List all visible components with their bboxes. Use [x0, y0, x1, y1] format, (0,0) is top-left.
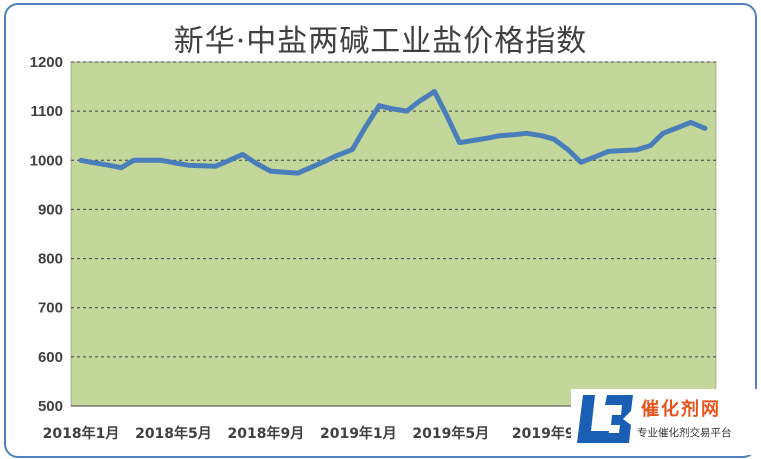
x-tick-label: 2018年9月 — [228, 425, 305, 442]
plot-area — [70, 61, 717, 407]
l3-logo-icon — [577, 395, 633, 443]
x-tick-label: 2019年9 — [512, 425, 575, 442]
x-tick-label: 2019年5月 — [412, 425, 489, 442]
y-tick-label: 1100 — [30, 103, 63, 120]
x-tick-label: 2019年1月 — [320, 425, 397, 442]
y-tick-label: 600 — [38, 349, 63, 366]
y-tick-label: 800 — [38, 251, 63, 268]
y-tick-label: 1000 — [30, 152, 63, 169]
x-tick-label: 2018年5月 — [135, 425, 212, 442]
watermark-tagline: 专业催化剂交易平台 — [637, 427, 732, 439]
chart-title: 新华·中盐两碱工业盐价格指数 — [173, 24, 588, 59]
y-tick-label: 900 — [38, 201, 63, 218]
watermark: 催化剂网 专业催化剂交易平台 — [571, 389, 761, 455]
x-tick-label: 2018年1月 — [43, 425, 120, 442]
y-tick-label: 500 — [38, 398, 63, 415]
y-tick-label: 1200 — [30, 54, 63, 71]
watermark-name: 催化剂网 — [641, 399, 721, 420]
y-tick-label: 700 — [38, 300, 63, 317]
